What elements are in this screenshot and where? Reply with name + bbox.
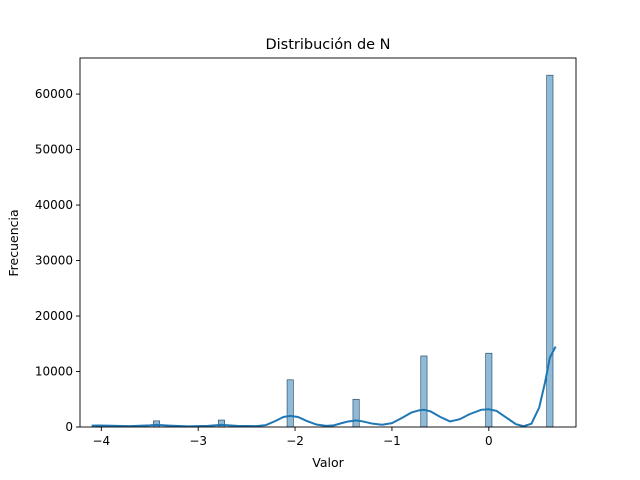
y-tick-label: 30000 [35,254,73,268]
y-axis-label: Frecuencia [6,209,21,276]
histogram-bar [485,352,493,428]
y-tick-label: 40000 [35,198,73,212]
x-axis-label: Valor [312,455,344,470]
kde-curve [91,346,557,428]
x-tick-label: −1 [383,434,401,448]
histogram-bar [420,355,428,428]
y-tick-label: 60000 [35,87,73,101]
y-tick-label: 10000 [35,365,73,379]
x-tick-label: 0 [485,434,493,448]
x-tick-label: −2 [286,434,304,448]
y-tick-label: 0 [65,420,73,434]
y-tick-label: 20000 [35,309,73,323]
x-axis-ticks: −4 −3 −2 −1 0 [92,427,493,448]
chart-title: Distribución de N [265,37,390,53]
x-tick-label: −4 [92,434,110,448]
histogram-bar [286,379,294,428]
histogram-bar [546,74,554,428]
histogram-bar [352,398,360,428]
histogram-bars [95,74,554,428]
y-tick-label: 50000 [35,143,73,157]
y-axis-ticks: 0 10000 20000 30000 40000 50000 60000 [35,87,80,434]
x-tick-label: −3 [189,434,207,448]
plot-area-frame [79,57,577,428]
